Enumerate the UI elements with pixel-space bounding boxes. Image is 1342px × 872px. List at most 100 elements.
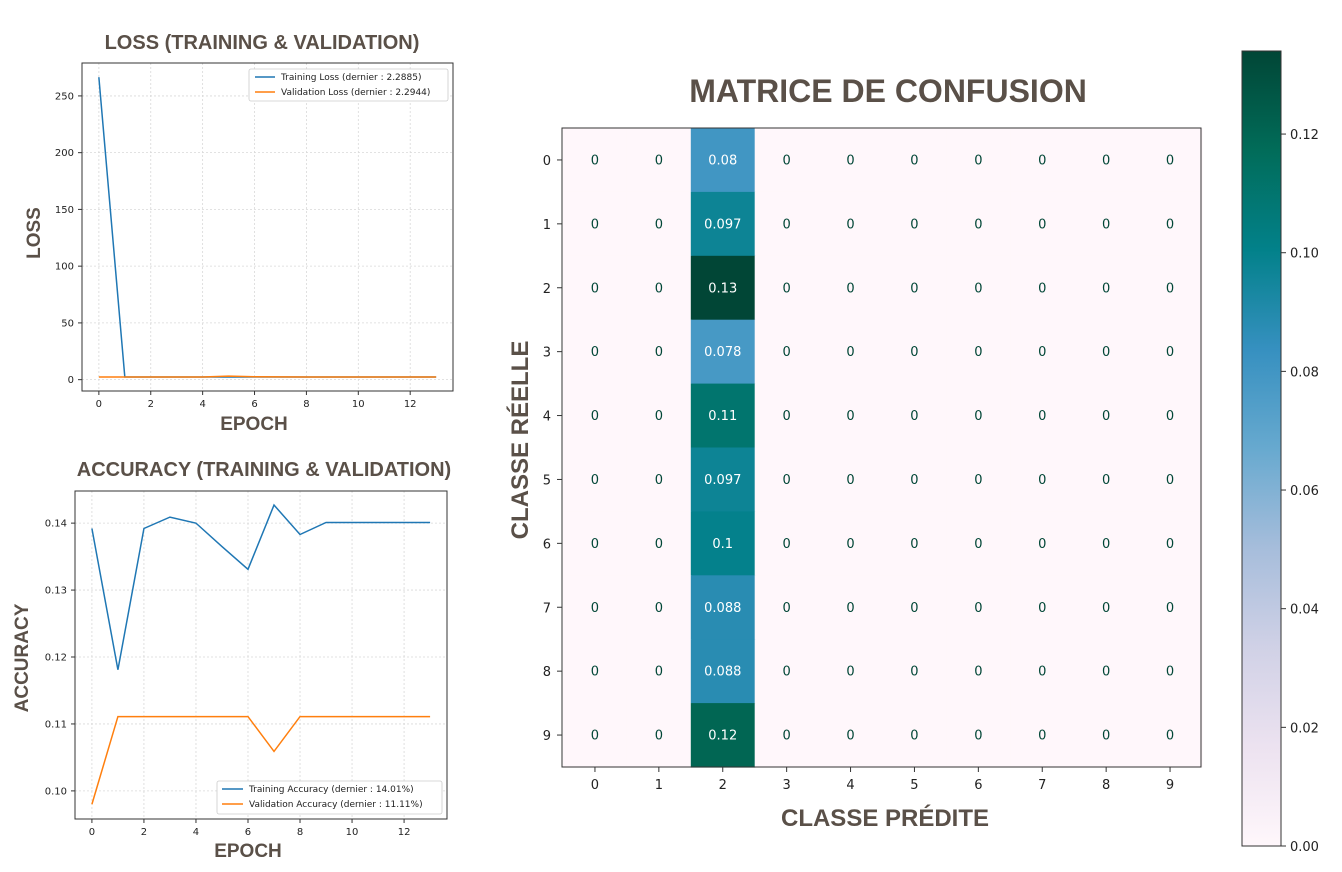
confusion-matrix-cell bbox=[563, 575, 628, 640]
confusion-matrix-cell-label: 0 bbox=[591, 217, 599, 232]
confusion-matrix-cell-label: 0 bbox=[1038, 217, 1046, 232]
confusion-matrix-cell bbox=[754, 191, 820, 257]
confusion-matrix-cell-label: 0 bbox=[591, 473, 599, 488]
confusion-matrix-cell bbox=[626, 703, 692, 768]
confusion-matrix-cell bbox=[1010, 191, 1075, 257]
confusion-matrix-cell bbox=[818, 319, 884, 385]
confusion-matrix-cell bbox=[1074, 703, 1139, 768]
confusion-matrix-cell bbox=[563, 255, 628, 321]
confusion-matrix-cell bbox=[818, 511, 884, 576]
confusion-matrix-cell-label: 0 bbox=[1102, 281, 1110, 296]
confusion-matrix-cell bbox=[946, 447, 1011, 512]
confusion-matrix-cell-label: 0 bbox=[1102, 345, 1110, 360]
accuracy-x-ticks: 0 2 4 6 8 10 12 bbox=[89, 819, 410, 838]
loss-y-tick-label: 0 bbox=[68, 375, 74, 386]
confusion-matrix-cell-label: 0 bbox=[783, 665, 791, 680]
confusion-matrix-x-tick-label: 1 bbox=[655, 778, 663, 793]
confusion-matrix-cell bbox=[563, 703, 628, 768]
confusion-matrix-cell-label: 0 bbox=[974, 537, 982, 552]
confusion-matrix-x-tick-label: 3 bbox=[783, 778, 791, 793]
confusion-matrix-cell-label: 0 bbox=[591, 281, 599, 296]
confusion-matrix-cell-label: 0 bbox=[1038, 665, 1046, 680]
confusion-matrix-cell bbox=[626, 319, 692, 385]
confusion-matrix-cell bbox=[1010, 128, 1075, 193]
accuracy-training-line bbox=[91, 503, 431, 670]
loss-y-tick-label: 200 bbox=[55, 148, 74, 159]
confusion-matrix-cell-label: 0 bbox=[910, 345, 918, 360]
confusion-matrix-cell bbox=[882, 255, 947, 321]
confusion-matrix-cell-label: 0 bbox=[655, 665, 663, 680]
loss-series bbox=[98, 77, 437, 378]
confusion-matrix-cell-label: 0 bbox=[1166, 345, 1174, 360]
confusion-matrix-y-tick-label: 9 bbox=[543, 729, 551, 744]
confusion-matrix-frame bbox=[561, 127, 1202, 768]
confusion-matrix-cell bbox=[1010, 447, 1075, 512]
confusion-matrix-cell-label: 0 bbox=[783, 537, 791, 552]
confusion-matrix-cell-label: 0 bbox=[1166, 153, 1174, 168]
confusion-matrix-cell-label: 0 bbox=[910, 473, 918, 488]
confusion-matrix-cell-label: 0 bbox=[974, 281, 982, 296]
confusion-matrix-x-tick-label: 6 bbox=[974, 778, 982, 793]
accuracy-x-tick-label: 0 bbox=[89, 827, 95, 838]
confusion-matrix-cell-label: 0 bbox=[783, 473, 791, 488]
confusion-matrix-cell bbox=[690, 319, 756, 385]
confusion-matrix-cell bbox=[690, 383, 756, 449]
accuracy-series bbox=[91, 503, 431, 805]
confusion-matrix-cell-label: 0.1 bbox=[712, 537, 733, 552]
confusion-matrix-y-tick-label: 7 bbox=[543, 601, 551, 616]
loss-y-tick-label: 250 bbox=[55, 91, 74, 102]
confusion-matrix-x-tick-label: 2 bbox=[719, 778, 727, 793]
confusion-matrix-cell-label: 0 bbox=[783, 345, 791, 360]
accuracy-x-label: EPOCH bbox=[214, 841, 282, 862]
confusion-matrix-cell bbox=[1010, 575, 1075, 640]
loss-y-label: LOSS bbox=[24, 207, 45, 259]
confusion-matrix-cell-label: 0 bbox=[846, 281, 854, 296]
confusion-matrix-y-tick-label: 6 bbox=[543, 537, 551, 552]
confusion-matrix-cell-label: 0 bbox=[1038, 281, 1046, 296]
confusion-matrix-y-tick-label: 3 bbox=[543, 346, 551, 361]
confusion-matrix-cell-label: 0 bbox=[1166, 217, 1174, 232]
confusion-matrix-x-tick-label: 9 bbox=[1166, 778, 1174, 793]
confusion-matrix-cell-label: 0 bbox=[974, 729, 982, 744]
confusion-matrix-cell-label: 0.097 bbox=[704, 473, 741, 488]
confusion-matrix-cell bbox=[690, 639, 756, 704]
confusion-matrix-cell-label: 0 bbox=[910, 153, 918, 168]
confusion-matrix-cell bbox=[754, 255, 820, 321]
loss-plot-frame bbox=[81, 62, 454, 392]
confusion-matrix-cell bbox=[626, 255, 692, 321]
confusion-matrix-cell-label: 0 bbox=[974, 217, 982, 232]
confusion-matrix-cell-label: 0 bbox=[591, 345, 599, 360]
confusion-matrix-cell-label: 0 bbox=[846, 729, 854, 744]
confusion-matrix-cell-label: 0 bbox=[1038, 409, 1046, 424]
confusion-matrix-cell bbox=[754, 383, 820, 449]
loss-legend-validation-label: Validation Loss (dernier : 2.2944) bbox=[281, 88, 430, 98]
confusion-matrix-x-ticks: 0 1 2 3 4 5 6 7 8 9 bbox=[591, 767, 1174, 793]
confusion-matrix-cell bbox=[818, 383, 884, 449]
confusion-matrix-cell-label: 0.088 bbox=[704, 665, 741, 680]
colorbar-tick-label: 0.02 bbox=[1290, 721, 1319, 736]
confusion-matrix-cell bbox=[1074, 447, 1139, 512]
confusion-matrix-cell-label: 0 bbox=[910, 601, 918, 616]
confusion-matrix-cell bbox=[882, 319, 947, 385]
confusion-matrix-cell bbox=[818, 255, 884, 321]
confusion-matrix-cell-label: 0 bbox=[974, 665, 982, 680]
confusion-matrix-cell-label: 0 bbox=[1102, 729, 1110, 744]
confusion-matrix-cell bbox=[754, 128, 820, 193]
accuracy-grid bbox=[75, 491, 447, 819]
loss-legend: Training Loss (dernier : 2.2885) Validat… bbox=[248, 68, 449, 102]
confusion-matrix-cell bbox=[690, 191, 756, 257]
confusion-matrix-cell bbox=[754, 319, 820, 385]
confusion-matrix-cell bbox=[754, 575, 820, 640]
confusion-matrix-cell bbox=[690, 511, 756, 576]
confusion-matrix-cell-label: 0 bbox=[1102, 537, 1110, 552]
loss-y-ticks: 0 50 100 150 200 250 bbox=[55, 91, 82, 386]
confusion-matrix-cell-label: 0 bbox=[1102, 665, 1110, 680]
accuracy-y-tick-label: 0.12 bbox=[45, 653, 67, 664]
accuracy-chart: ACCURACY (TRAINING & VALIDATION) 0 2 4 6 8 10… bbox=[12, 459, 451, 862]
confusion-matrix-cell bbox=[1010, 639, 1075, 704]
accuracy-validation-line bbox=[91, 715, 431, 805]
confusion-matrix-cell-label: 0 bbox=[655, 153, 663, 168]
confusion-matrix-cell-label: 0 bbox=[974, 409, 982, 424]
confusion-matrix-cell-label: 0 bbox=[846, 345, 854, 360]
